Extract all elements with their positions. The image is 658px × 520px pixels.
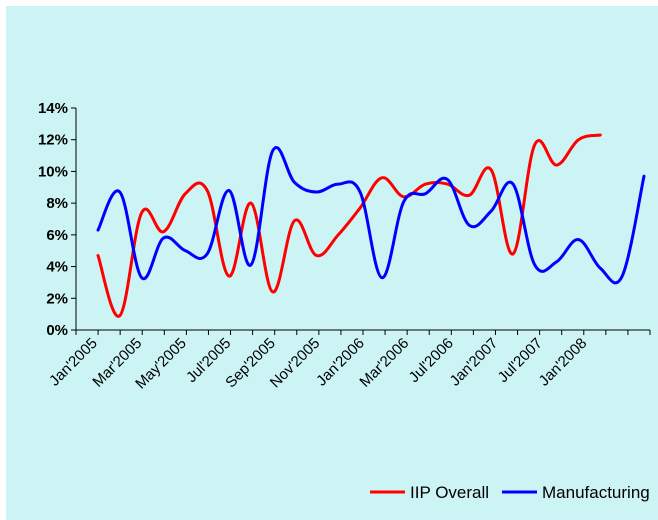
series-line-manufacturing [96, 146, 646, 285]
y-tick-label: 12% [38, 132, 68, 149]
y-tick-label: 4% [46, 259, 68, 276]
y-axis: 0% 2% 4% 6% 8% 10% 12% 14% [38, 100, 77, 339]
y-tick-label: 14% [38, 100, 68, 117]
chart-background [6, 6, 658, 520]
y-tick-label: 2% [46, 290, 68, 307]
legend-label-manufacturing: Manufacturing [542, 483, 650, 502]
series-line-iip-overall [96, 133, 602, 318]
y-tick-label: 10% [38, 163, 68, 180]
line-chart: 0%2%4%6%8%10%12%14% Jan'2005Mar'2005May'… [6, 6, 658, 520]
y-tick-label: 0% [46, 322, 68, 339]
y-tick-label: 6% [46, 227, 68, 244]
series-layer [96, 133, 646, 318]
legend: IIP Overall Manufacturing [370, 483, 650, 502]
y-tick-label: 8% [46, 195, 68, 212]
legend-label-iip-overall: IIP Overall [410, 483, 489, 502]
chart-frame: 0% 2% 4% 6% 8% 10% 12% 14% Jan'2005 Mar'2005 May'… [6, 6, 658, 520]
